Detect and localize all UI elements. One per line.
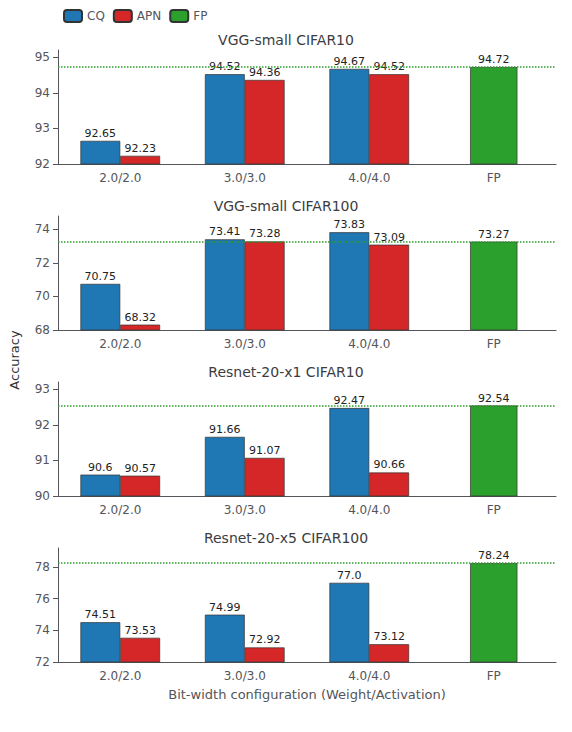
svg-text:74: 74 xyxy=(35,623,50,637)
svg-text:68: 68 xyxy=(35,323,50,337)
svg-text:4.0/4.0: 4.0/4.0 xyxy=(348,503,390,517)
svg-text:94.72: 94.72 xyxy=(478,53,510,66)
svg-text:95: 95 xyxy=(35,50,50,64)
svg-text:4.0/4.0: 4.0/4.0 xyxy=(348,669,390,683)
svg-text:3.0/3.0: 3.0/3.0 xyxy=(224,503,266,517)
svg-text:70: 70 xyxy=(35,289,50,303)
svg-text:94.36: 94.36 xyxy=(249,66,281,79)
svg-text:73.41: 73.41 xyxy=(209,225,241,238)
svg-text:2.0/2.0: 2.0/2.0 xyxy=(99,337,141,351)
svg-text:92.47: 92.47 xyxy=(334,394,366,407)
svg-text:73.09: 73.09 xyxy=(373,230,405,244)
svg-text:90.6: 90.6 xyxy=(88,461,113,474)
svg-text:92.23: 92.23 xyxy=(124,142,156,155)
svg-text:68.32: 68.32 xyxy=(124,311,156,324)
svg-text:3.0/3.0: 3.0/3.0 xyxy=(224,669,266,683)
svg-text:92: 92 xyxy=(35,418,50,432)
svg-text:FP: FP xyxy=(487,337,501,351)
svg-text:90.57: 90.57 xyxy=(124,462,156,475)
svg-text:78.24: 78.24 xyxy=(478,549,510,562)
svg-text:91.66: 91.66 xyxy=(209,423,241,436)
svg-text:72: 72 xyxy=(35,256,50,270)
svg-text:77.0: 77.0 xyxy=(337,569,362,582)
svg-text:93: 93 xyxy=(35,121,50,135)
svg-text:73.27: 73.27 xyxy=(478,228,510,241)
svg-text:2.0/2.0: 2.0/2.0 xyxy=(99,171,141,185)
svg-text:3.0/3.0: 3.0/3.0 xyxy=(224,171,266,185)
svg-text:4.0/4.0: 4.0/4.0 xyxy=(348,337,390,351)
svg-text:Bit-width configuration (Weigh: Bit-width configuration (Weight/Activati… xyxy=(168,687,446,702)
svg-text:73.53: 73.53 xyxy=(124,624,156,637)
svg-text:92: 92 xyxy=(35,157,50,171)
svg-text:90.66: 90.66 xyxy=(373,458,405,471)
svg-text:Accuracy: Accuracy xyxy=(7,330,22,390)
svg-text:76: 76 xyxy=(35,592,50,606)
svg-text:CQ: CQ xyxy=(87,9,105,23)
svg-text:FP: FP xyxy=(487,503,501,517)
svg-text:VGG-small CIFAR100: VGG-small CIFAR100 xyxy=(214,198,359,214)
svg-text:73.12: 73.12 xyxy=(373,630,405,643)
svg-text:73.28: 73.28 xyxy=(249,227,281,240)
svg-text:74.99: 74.99 xyxy=(209,601,241,614)
svg-text:91: 91 xyxy=(35,453,50,467)
svg-text:Resnet-20-x5 CIFAR100: Resnet-20-x5 CIFAR100 xyxy=(204,530,368,546)
svg-text:94.67: 94.67 xyxy=(334,55,366,68)
svg-text:2.0/2.0: 2.0/2.0 xyxy=(99,503,141,517)
svg-text:72.92: 72.92 xyxy=(249,633,281,646)
svg-text:73.83: 73.83 xyxy=(334,218,366,231)
svg-text:94.52: 94.52 xyxy=(209,60,241,74)
svg-text:92.65: 92.65 xyxy=(85,127,117,140)
svg-text:4.0/4.0: 4.0/4.0 xyxy=(348,171,390,185)
svg-text:74: 74 xyxy=(35,222,50,236)
svg-text:93: 93 xyxy=(35,382,50,396)
svg-text:2.0/2.0: 2.0/2.0 xyxy=(99,669,141,683)
svg-text:91.07: 91.07 xyxy=(249,444,281,457)
svg-text:VGG-small CIFAR10: VGG-small CIFAR10 xyxy=(218,32,354,48)
svg-text:Resnet-20-x1 CIFAR10: Resnet-20-x1 CIFAR10 xyxy=(208,364,363,380)
svg-text:94.52: 94.52 xyxy=(373,60,405,74)
svg-text:92.54: 92.54 xyxy=(478,392,510,405)
svg-text:74.51: 74.51 xyxy=(85,608,117,621)
svg-text:FP: FP xyxy=(193,9,207,23)
svg-text:70.75: 70.75 xyxy=(85,270,117,283)
svg-text:94: 94 xyxy=(35,86,50,100)
svg-text:3.0/3.0: 3.0/3.0 xyxy=(224,337,266,351)
svg-text:72: 72 xyxy=(35,655,50,669)
svg-text:90: 90 xyxy=(35,489,50,503)
svg-text:APN: APN xyxy=(137,9,161,23)
svg-text:78: 78 xyxy=(35,560,50,574)
svg-text:FP: FP xyxy=(487,171,501,185)
svg-text:FP: FP xyxy=(487,669,501,683)
